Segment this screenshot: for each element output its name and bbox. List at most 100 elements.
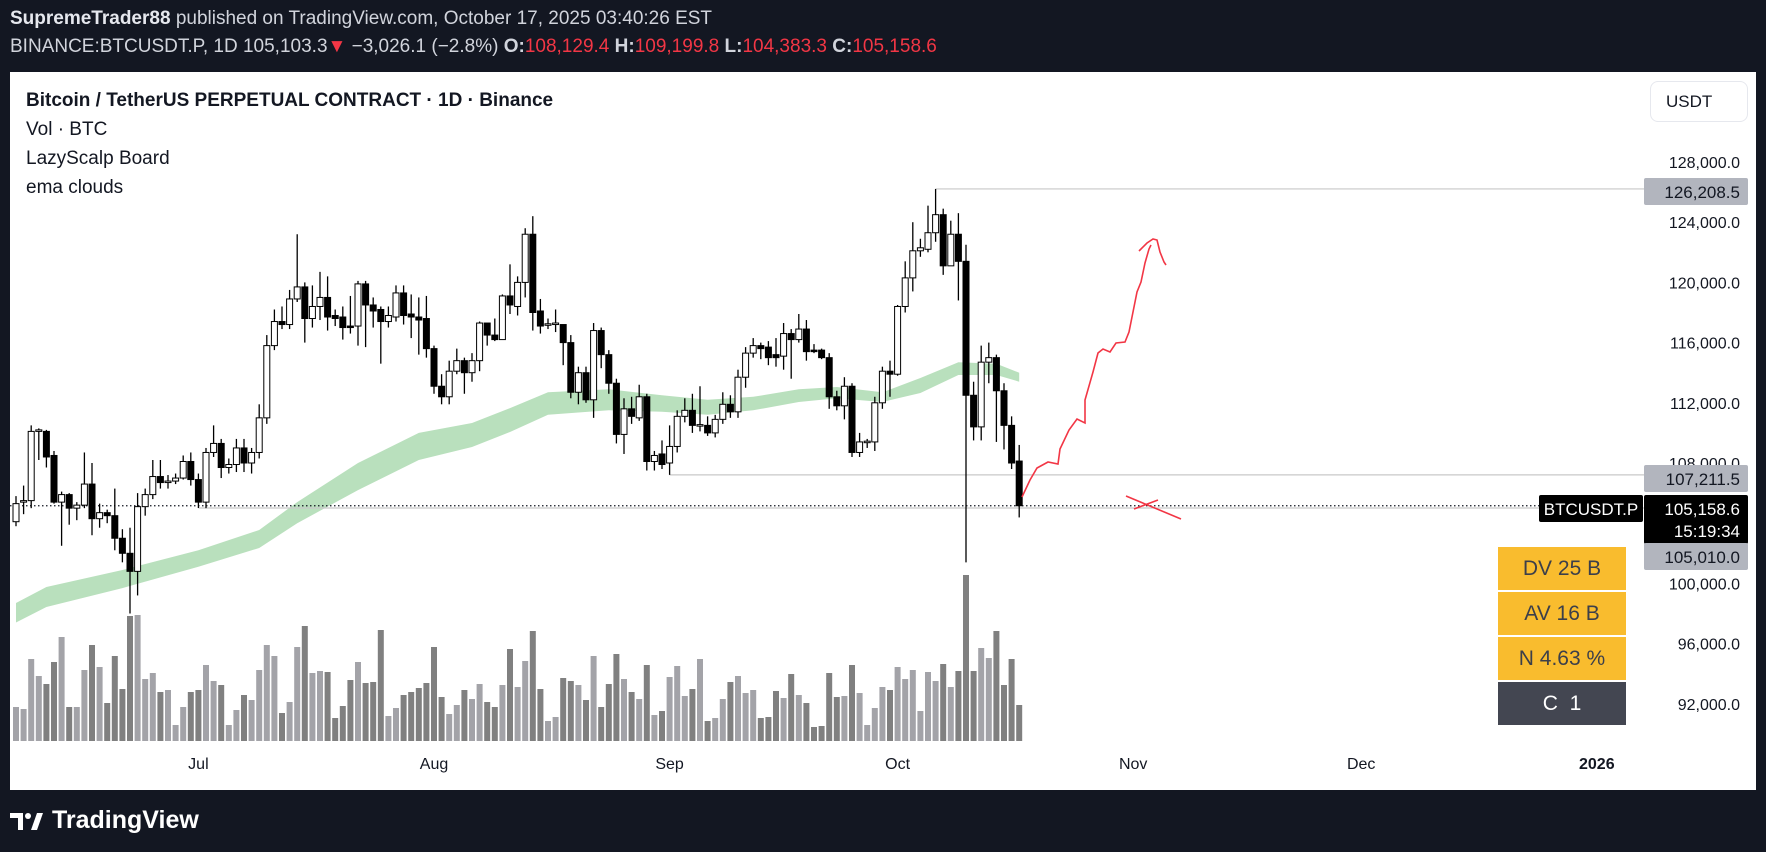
candle-up: [894, 305, 902, 375]
price-axis-label: 116,000.0: [1670, 336, 1740, 353]
close-value: 105,158.6: [852, 36, 937, 57]
high-price-label: 126,208.5: [1664, 183, 1740, 202]
jul-low-price-label: 105,010.0: [1664, 548, 1740, 567]
volume-bar: [704, 721, 711, 741]
volume-bar: [134, 615, 141, 741]
candle-down: [704, 424, 712, 434]
candle-down: [605, 354, 613, 384]
volume-bar: [301, 626, 308, 741]
tradingview-logo-icon: [10, 812, 43, 830]
volume-bar: [567, 681, 574, 741]
volume-bar: [385, 716, 392, 741]
volume-bar: [256, 670, 263, 741]
volume-bar: [750, 690, 757, 741]
volume-bar: [157, 692, 164, 741]
candle-up: [521, 233, 529, 283]
volume-bar: [309, 673, 316, 741]
volume-bar: [195, 690, 202, 741]
candle-up: [20, 500, 28, 503]
volume-bar: [271, 656, 278, 741]
candle-up: [468, 360, 476, 374]
volume-bar: [765, 717, 772, 741]
volume-bar: [621, 679, 627, 741]
candle-down: [400, 292, 408, 317]
volume-bar: [879, 687, 886, 741]
candle-up: [696, 424, 704, 427]
candle-down: [103, 512, 111, 517]
candle-down: [992, 357, 1000, 392]
volume-bar: [864, 725, 871, 741]
currency-button[interactable]: USDT: [1650, 81, 1748, 122]
tradingview-logo[interactable]: TradingView: [10, 806, 199, 835]
chart-title[interactable]: Bitcoin / TetherUS PERPETUAL CONTRACT · …: [26, 90, 554, 111]
candle-down: [65, 494, 73, 509]
volume-bar: [659, 711, 665, 741]
volume-bar: [818, 726, 825, 741]
legend-volume[interactable]: Vol · BTC: [26, 119, 108, 140]
candle-up: [650, 454, 658, 462]
symbol-price-tag: BTCUSDT.P: [1544, 500, 1638, 519]
candle-down: [658, 453, 666, 466]
time-axis-label: Nov: [1119, 756, 1147, 773]
volume-bar: [963, 575, 969, 741]
brand-name: TradingView: [52, 806, 199, 834]
volume-bar: [811, 727, 817, 741]
volume-bar: [970, 671, 977, 741]
time-axis-label: Dec: [1347, 756, 1375, 773]
high-value: 109,199.8: [634, 36, 720, 57]
volume-bar: [225, 725, 232, 741]
volume-bar: [909, 670, 916, 741]
volume-bar: [263, 645, 270, 741]
volume-bar: [499, 685, 506, 741]
volume-bar: [339, 706, 346, 741]
candle-up: [719, 403, 727, 420]
candle-up: [134, 506, 142, 572]
legend-ema-clouds[interactable]: ema clouds: [26, 177, 124, 198]
volume-bar: [697, 659, 703, 741]
chart-panel[interactable]: [10, 72, 1756, 790]
volume-bar: [180, 707, 187, 741]
board-av: AV 16 B: [1498, 592, 1626, 635]
last-price-label-box: [1644, 495, 1748, 544]
legend-lazyscalp-board[interactable]: LazyScalp Board: [26, 148, 170, 169]
volume-bar: [590, 656, 597, 741]
volume-bar: [408, 692, 415, 741]
candle-down: [772, 354, 780, 359]
volume-bar: [58, 637, 65, 741]
candle-down: [757, 345, 765, 350]
arrow-head-drawing: [1138, 238, 1167, 266]
volume-bar: [674, 666, 681, 741]
volume-bar: [917, 711, 924, 741]
volume-bar: [218, 685, 225, 741]
candle-down: [118, 537, 126, 554]
volume-bar: [955, 671, 962, 741]
candle-up: [681, 409, 689, 417]
candle-up: [354, 283, 362, 327]
volume-bar: [446, 714, 453, 741]
author-name[interactable]: SupremeTrader88: [10, 8, 171, 29]
candle-down: [50, 454, 58, 503]
volume-bar: [423, 683, 430, 741]
volume-bar: [377, 630, 384, 741]
candle-up: [977, 361, 985, 428]
volume-bar: [894, 667, 901, 741]
volume-bar: [742, 693, 749, 741]
last-price-label: 105,158.6: [1664, 500, 1740, 519]
candle-up: [932, 214, 940, 234]
volume-bar: [233, 710, 240, 741]
volume-bar: [149, 673, 156, 741]
time-axis-label: Aug: [420, 756, 448, 773]
candle-up: [916, 247, 924, 252]
candle-up: [141, 494, 149, 508]
volume-bar: [522, 661, 529, 741]
sep-low-price-label: 107,211.5: [1666, 470, 1740, 489]
volume-bar: [871, 708, 878, 741]
candle-down: [628, 408, 636, 417]
candle-up: [863, 440, 871, 444]
volume-bar: [210, 681, 217, 741]
volume-bar: [13, 707, 19, 741]
candle-up: [909, 250, 917, 279]
volume-bar: [279, 713, 285, 741]
candle-up: [255, 417, 263, 453]
